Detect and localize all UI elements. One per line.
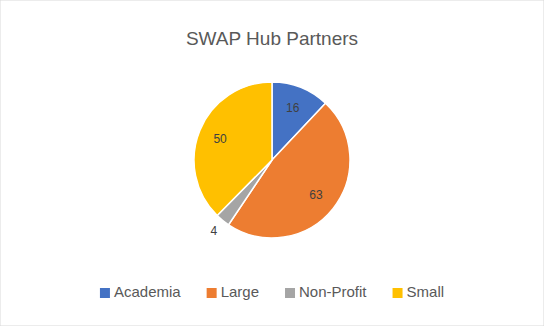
legend: Academia Large Non-Profit Small (100, 283, 444, 300)
data-label: 4 (210, 224, 217, 238)
pie (194, 82, 350, 238)
data-label: 63 (309, 188, 323, 202)
data-labels: 16 63 4 50 (210, 101, 322, 238)
legend-label: Academia (114, 283, 181, 300)
legend-item: Non-Profit (285, 283, 367, 300)
legend-swatch (393, 288, 403, 298)
legend-label: Small (407, 283, 445, 300)
legend-swatch (207, 288, 217, 298)
legend-item: Small (393, 283, 445, 300)
data-label: 16 (286, 101, 300, 115)
slice (194, 82, 272, 215)
legend-item: Academia (100, 283, 181, 300)
title: SWAP Hub Partners (186, 28, 358, 49)
legend-swatch (100, 288, 110, 298)
legend-label: Non-Profit (299, 283, 367, 300)
background (0, 0, 544, 326)
data-label: 50 (213, 132, 227, 146)
legend-swatch (285, 288, 295, 298)
legend-label: Large (221, 283, 259, 300)
chart: SWAP Hub Partners 16 63 4 50 Academia Large Non… (0, 0, 544, 326)
legend-item: Large (207, 283, 259, 300)
